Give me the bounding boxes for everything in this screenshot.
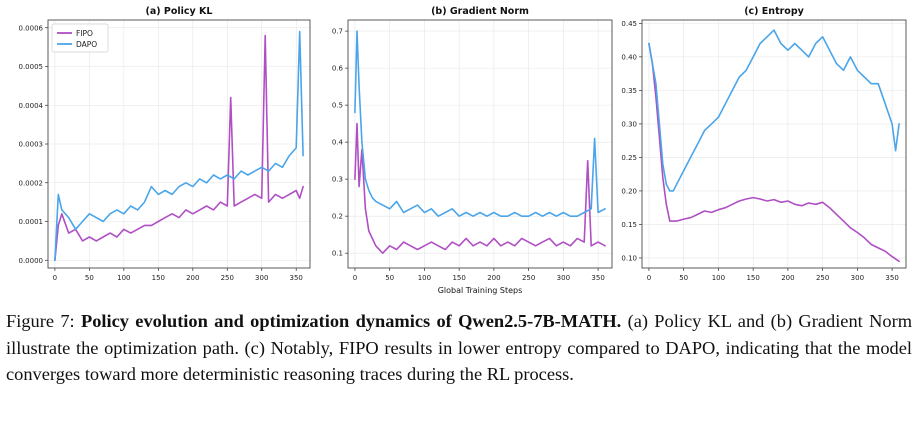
figure: (a) Policy KL 0 50 100 150 200 250 300 350 0.0000…	[18, 6, 907, 295]
y-tick-label: 0.25	[621, 154, 637, 162]
panel-title: (b) Gradient Norm	[431, 6, 529, 17]
y-tick-label: 0.0003	[19, 141, 44, 149]
x-tick-label: 100	[418, 274, 431, 282]
x-tick-label: 350	[885, 274, 898, 282]
plot-frame	[47, 19, 311, 269]
x-tick-label: 250	[522, 274, 535, 282]
x-tick-label: 0	[647, 274, 651, 282]
legend-box	[51, 23, 109, 53]
caption-text: (a) Policy KL and (b) Gradient Norm illu…	[6, 311, 912, 384]
x-tick-label: 50	[385, 274, 394, 282]
x-tick-label: 250	[816, 274, 829, 282]
figure-caption: Figure 7: Policy evolution and optimizat…	[6, 308, 912, 388]
series-line-fipo	[54, 34, 304, 262]
x-tick-label: 0	[53, 274, 57, 282]
x-tick-label: 150	[452, 274, 465, 282]
x-tick-label: 350	[591, 274, 604, 282]
y-tick-label: 0.45	[621, 20, 637, 28]
y-tick-label: 0.7	[332, 28, 343, 36]
series-line-fipo	[648, 42, 900, 263]
chart-panel-3: (c) Entropy 0 50 100 150 200 250 300 350 0.10 0.15…	[621, 6, 907, 282]
x-tick-label: 100	[117, 274, 130, 282]
legend-label: FIPO	[76, 29, 93, 38]
x-tick-label: 300	[851, 274, 864, 282]
series-line-dapo	[354, 30, 606, 217]
y-tick-label: 0.0001	[19, 218, 44, 226]
y-tick-label: 0.0006	[19, 24, 44, 32]
y-tick-label: 0.15	[621, 221, 637, 229]
x-tick-label: 300	[255, 274, 268, 282]
chart-panel-1: (a) Policy KL 0 50 100 150 200 250 300 350 0.0000…	[19, 6, 311, 282]
y-tick-label: 0.0000	[19, 257, 44, 265]
y-tick-label: 0.6	[332, 65, 344, 73]
y-tick-label: 0.3	[332, 176, 343, 184]
plot-frame	[641, 19, 907, 269]
x-tick-label: 300	[557, 274, 570, 282]
y-tick-label: 0.5	[332, 102, 343, 110]
y-tick-label: 0.30	[621, 120, 637, 128]
x-tick-label: 100	[712, 274, 725, 282]
y-tick-label: 0.10	[621, 254, 637, 262]
panel-title: (c) Entropy	[744, 6, 804, 17]
panel-title: (a) Policy KL	[146, 6, 213, 17]
x-tick-label: 50	[85, 274, 94, 282]
x-tick-label: 200	[781, 274, 794, 282]
y-tick-label: 0.20	[621, 187, 637, 195]
chart-panel-2: (b) Gradient Norm 0 50 100 150 200 250 300 350 0.…	[332, 6, 613, 282]
x-tick-label: 50	[679, 274, 688, 282]
x-tick-label: 150	[746, 274, 759, 282]
x-tick-label: 350	[290, 274, 303, 282]
legend-label: DAPO	[76, 40, 97, 49]
plot-frame	[347, 19, 613, 269]
series-line-dapo	[648, 29, 900, 192]
x-axis-label: Global Training Steps	[438, 286, 523, 295]
x-tick-label: 150	[152, 274, 165, 282]
x-tick-label: 200	[186, 274, 199, 282]
y-tick-label: 0.35	[621, 87, 637, 95]
x-tick-label: 200	[487, 274, 500, 282]
series-line-dapo	[54, 30, 304, 262]
caption-prefix: Figure 7:	[6, 311, 81, 331]
y-tick-label: 0.0002	[19, 179, 44, 187]
y-tick-label: 0.0005	[19, 63, 44, 71]
series-line-fipo	[354, 122, 606, 254]
y-tick-label: 0.40	[621, 53, 637, 61]
y-tick-label: 0.1	[332, 250, 343, 258]
y-tick-label: 0.4	[332, 139, 344, 147]
x-tick-label: 250	[221, 274, 234, 282]
y-tick-label: 0.2	[332, 213, 343, 221]
y-tick-label: 0.0004	[19, 102, 44, 110]
x-tick-label: 0	[353, 274, 357, 282]
caption-bold: Policy evolution and optimization dynami…	[80, 311, 622, 331]
charts-svg: (a) Policy KL 0 50 100 150 200 250 300 350 0.0000…	[18, 6, 907, 295]
